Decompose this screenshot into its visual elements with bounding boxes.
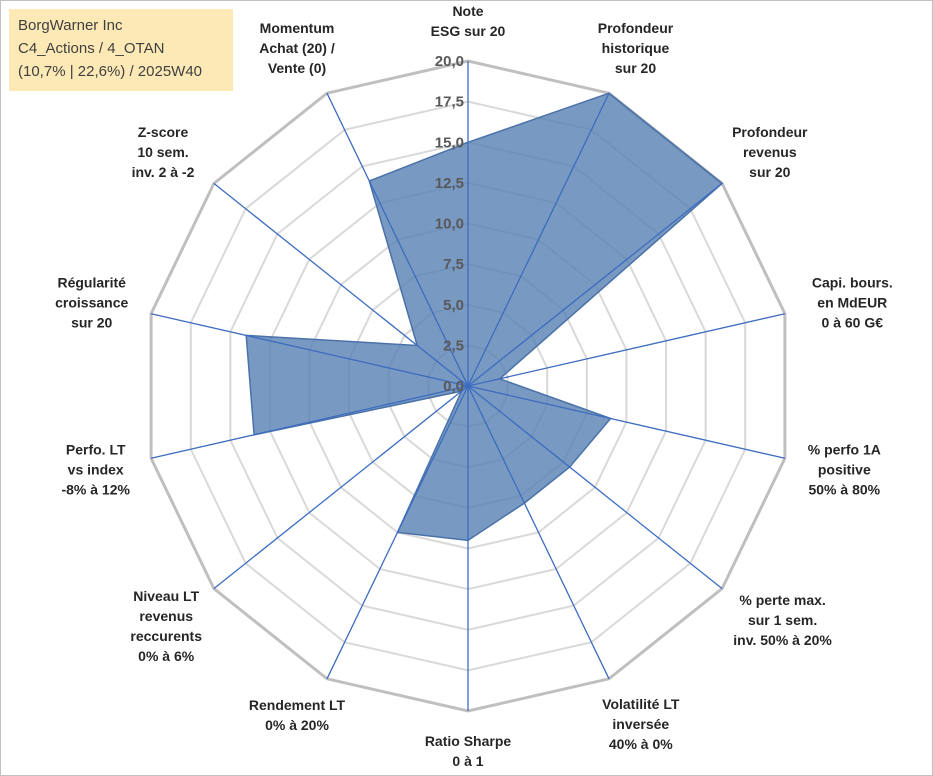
info-stats: (10,7% | 22,6%) / 2025W40 — [18, 63, 202, 80]
axis-label: Capi. bours. en MdEUR 0 à 60 G€ — [812, 275, 893, 331]
radar-series — [245, 92, 724, 542]
radar-tick-labels: 0,0 2,5 5,0 7,5 10,0 12,5 15,0 17,5 20,0 — [435, 53, 464, 395]
axis-label: Profondeur historique sur 20 — [598, 20, 674, 76]
info-company: BorgWarner Inc — [18, 17, 123, 34]
axis-spoke — [150, 385, 469, 459]
axis-spoke — [467, 385, 723, 590]
axis-spoke — [326, 385, 469, 680]
axis-label: Volatilité LT inversée 40% à 0% — [602, 696, 680, 752]
axis-spoke — [467, 182, 723, 387]
radar-axis-labels: Note ESG sur 20 Profondeur historique sur 20… — [55, 3, 893, 769]
axis-label: Z-score 10 sem. inv. 2 à -2 — [132, 124, 195, 180]
axis-label: Régularité croissance sur 20 — [55, 275, 128, 331]
tick-label: 0,0 — [443, 378, 464, 395]
tick-label: 10,0 — [435, 216, 464, 233]
axis-spoke — [467, 385, 786, 459]
axis-label: % perfo 1A positive 50% à 80% — [808, 441, 881, 497]
axis-label: % perte max. sur 1 sem. inv. 50% à 20% — [733, 592, 832, 648]
axis-spoke — [326, 92, 469, 387]
tick-label: 17,5 — [435, 94, 464, 111]
axis-spoke — [213, 182, 469, 387]
axis-label: Rendement LT 0% à 20% — [249, 697, 346, 733]
axis-label: Profondeur revenus sur 20 — [732, 124, 808, 180]
tick-label: 2,5 — [443, 337, 464, 354]
axis-label: Momentum Achat (20) / Vente (0) — [259, 20, 335, 76]
series-area — [245, 92, 724, 542]
axis-label: Perfo. LT vs index -8% à 12% — [61, 441, 130, 497]
axis-spoke — [467, 92, 610, 387]
radar-spokes — [150, 61, 786, 711]
tick-label: 5,0 — [443, 297, 464, 314]
axis-label: Niveau LT revenus reccurents 0% à 6% — [130, 588, 202, 664]
axis-label: Ratio Sharpe 0 à 1 — [425, 733, 512, 769]
tick-label: 20,0 — [435, 53, 464, 70]
tick-label: 15,0 — [435, 134, 464, 151]
axis-spoke — [213, 385, 469, 590]
axis-spoke — [467, 313, 786, 387]
info-category: C4_Actions / 4_OTAN — [18, 40, 165, 57]
axis-spoke — [150, 313, 469, 387]
tick-label: 12,5 — [435, 175, 464, 192]
axis-label: Note ESG sur 20 — [431, 3, 506, 39]
info-box: BorgWarner Inc C4_Actions / 4_OTAN (10,7… — [9, 9, 233, 91]
axis-spoke — [467, 385, 610, 680]
tick-label: 7,5 — [443, 256, 464, 273]
